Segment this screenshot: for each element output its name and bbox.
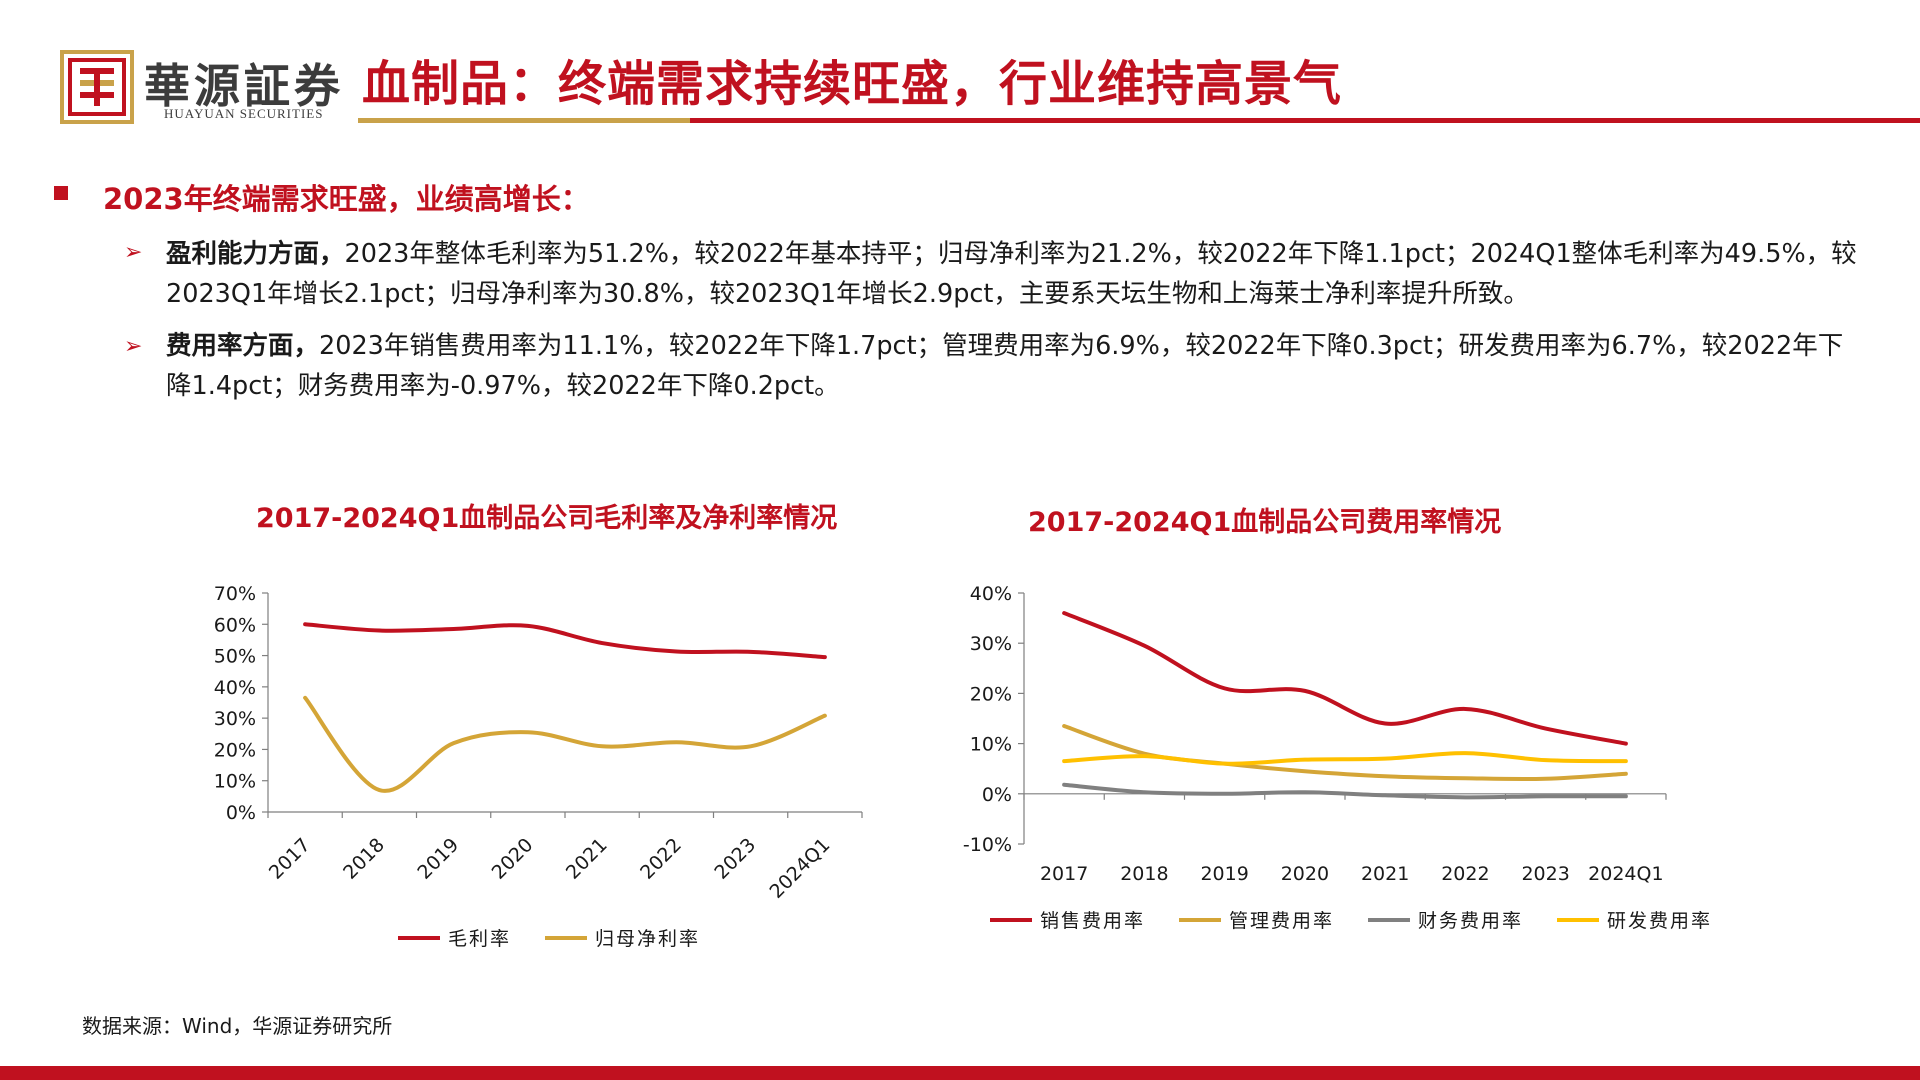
x-tick-label: 2024Q1 [1588,863,1663,885]
expense-lead: 费用率方面， [166,331,320,361]
legend-label: 财务费用率 [1418,910,1523,932]
y-tick-label: 40% [970,583,1012,605]
logo-chinese-name: 華源証券 [144,59,344,113]
y-tick-label: 10% [970,734,1012,756]
y-tick-label: 50% [214,646,256,668]
legend-label: 管理费用率 [1229,910,1334,932]
legend-label: 毛利率 [448,928,511,950]
series-line-研发费用率 [1062,751,1628,766]
footer-bar [0,1066,1920,1080]
y-tick-label: 60% [214,614,256,636]
y-tick-label: 70% [214,583,256,605]
y-tick-label: -10% [963,834,1012,856]
section-bullet-icon [54,186,68,200]
legend-label: 销售费用率 [1040,910,1145,932]
x-tick-label: 2023 [1521,863,1569,885]
x-tick-label: 2023 [710,834,760,884]
y-tick-label: 30% [970,633,1012,655]
x-tick-label: 2022 [636,834,686,884]
x-tick-label: 2019 [413,834,463,884]
series-line-财务费用率 [1062,782,1628,800]
y-tick-label: 20% [214,739,256,761]
x-tick-label: 2018 [339,834,389,884]
y-tick-label: 0% [982,784,1012,806]
x-tick-label: 2020 [488,834,538,884]
header-divider-gold [358,118,690,123]
section-heading: 2023年终端需求旺盛，业绩高增长： [103,182,590,216]
x-tick-label: 2021 [1361,863,1409,885]
logo-seal-icon [60,50,134,124]
legend-label: 研发费用率 [1607,910,1712,932]
arrow-bullet-icon: ➢ [124,334,143,359]
expense-chart-title: 2017-2024Q1血制品公司费用率情况 [1028,507,1502,538]
x-tick-label: 2017 [265,834,315,884]
logo-english-name: HUAYUAN SECURITIES [164,106,324,121]
y-tick-label: 10% [214,771,256,793]
x-tick-label: 2022 [1441,863,1489,885]
x-tick-label: 2020 [1281,863,1329,885]
profitability-lead: 盈利能力方面， [166,239,345,269]
y-tick-label: 30% [214,708,256,730]
x-tick-label: 2021 [562,834,612,884]
margin-chart-title: 2017-2024Q1血制品公司毛利率及净利率情况 [256,503,838,534]
series-line-销售费用率 [1062,611,1628,746]
page-title: 血制品：终端需求持续旺盛，行业维持高景气 [362,56,1343,112]
y-tick-label: 40% [214,677,256,699]
series-line-毛利率 [303,622,827,660]
x-tick-label: 2024Q1 [766,834,835,903]
series-line-管理费用率 [1062,724,1628,782]
x-tick-label: 2018 [1120,863,1168,885]
x-tick-label: 2017 [1040,863,1088,885]
data-source-note: 数据来源：Wind，华源证券研究所 [82,1014,393,1038]
y-tick-label: 0% [226,802,256,824]
profitability-text: 2023年整体毛利率为51.2%，较2022年基本持平；归母净利率为21.2%，… [166,239,1857,309]
legend-label: 归母净利率 [595,928,700,950]
header-divider-red [690,118,1920,123]
series-line-归母净利率 [303,695,827,793]
x-tick-label: 2019 [1200,863,1248,885]
arrow-bullet-icon: ➢ [124,240,143,265]
company-logo: 華源証券 HUAYUAN SECURITIES [60,46,350,126]
y-tick-label: 20% [970,683,1012,705]
expense-paragraph: 费用率方面，2023年销售费用率为11.1%，较2022年下降1.7pct；管理… [166,326,1866,406]
expense-text: 2023年销售费用率为11.1%，较2022年下降1.7pct；管理费用率为6.… [166,331,1844,401]
profitability-paragraph: 盈利能力方面，2023年整体毛利率为51.2%，较2022年基本持平；归母净利率… [166,234,1866,314]
